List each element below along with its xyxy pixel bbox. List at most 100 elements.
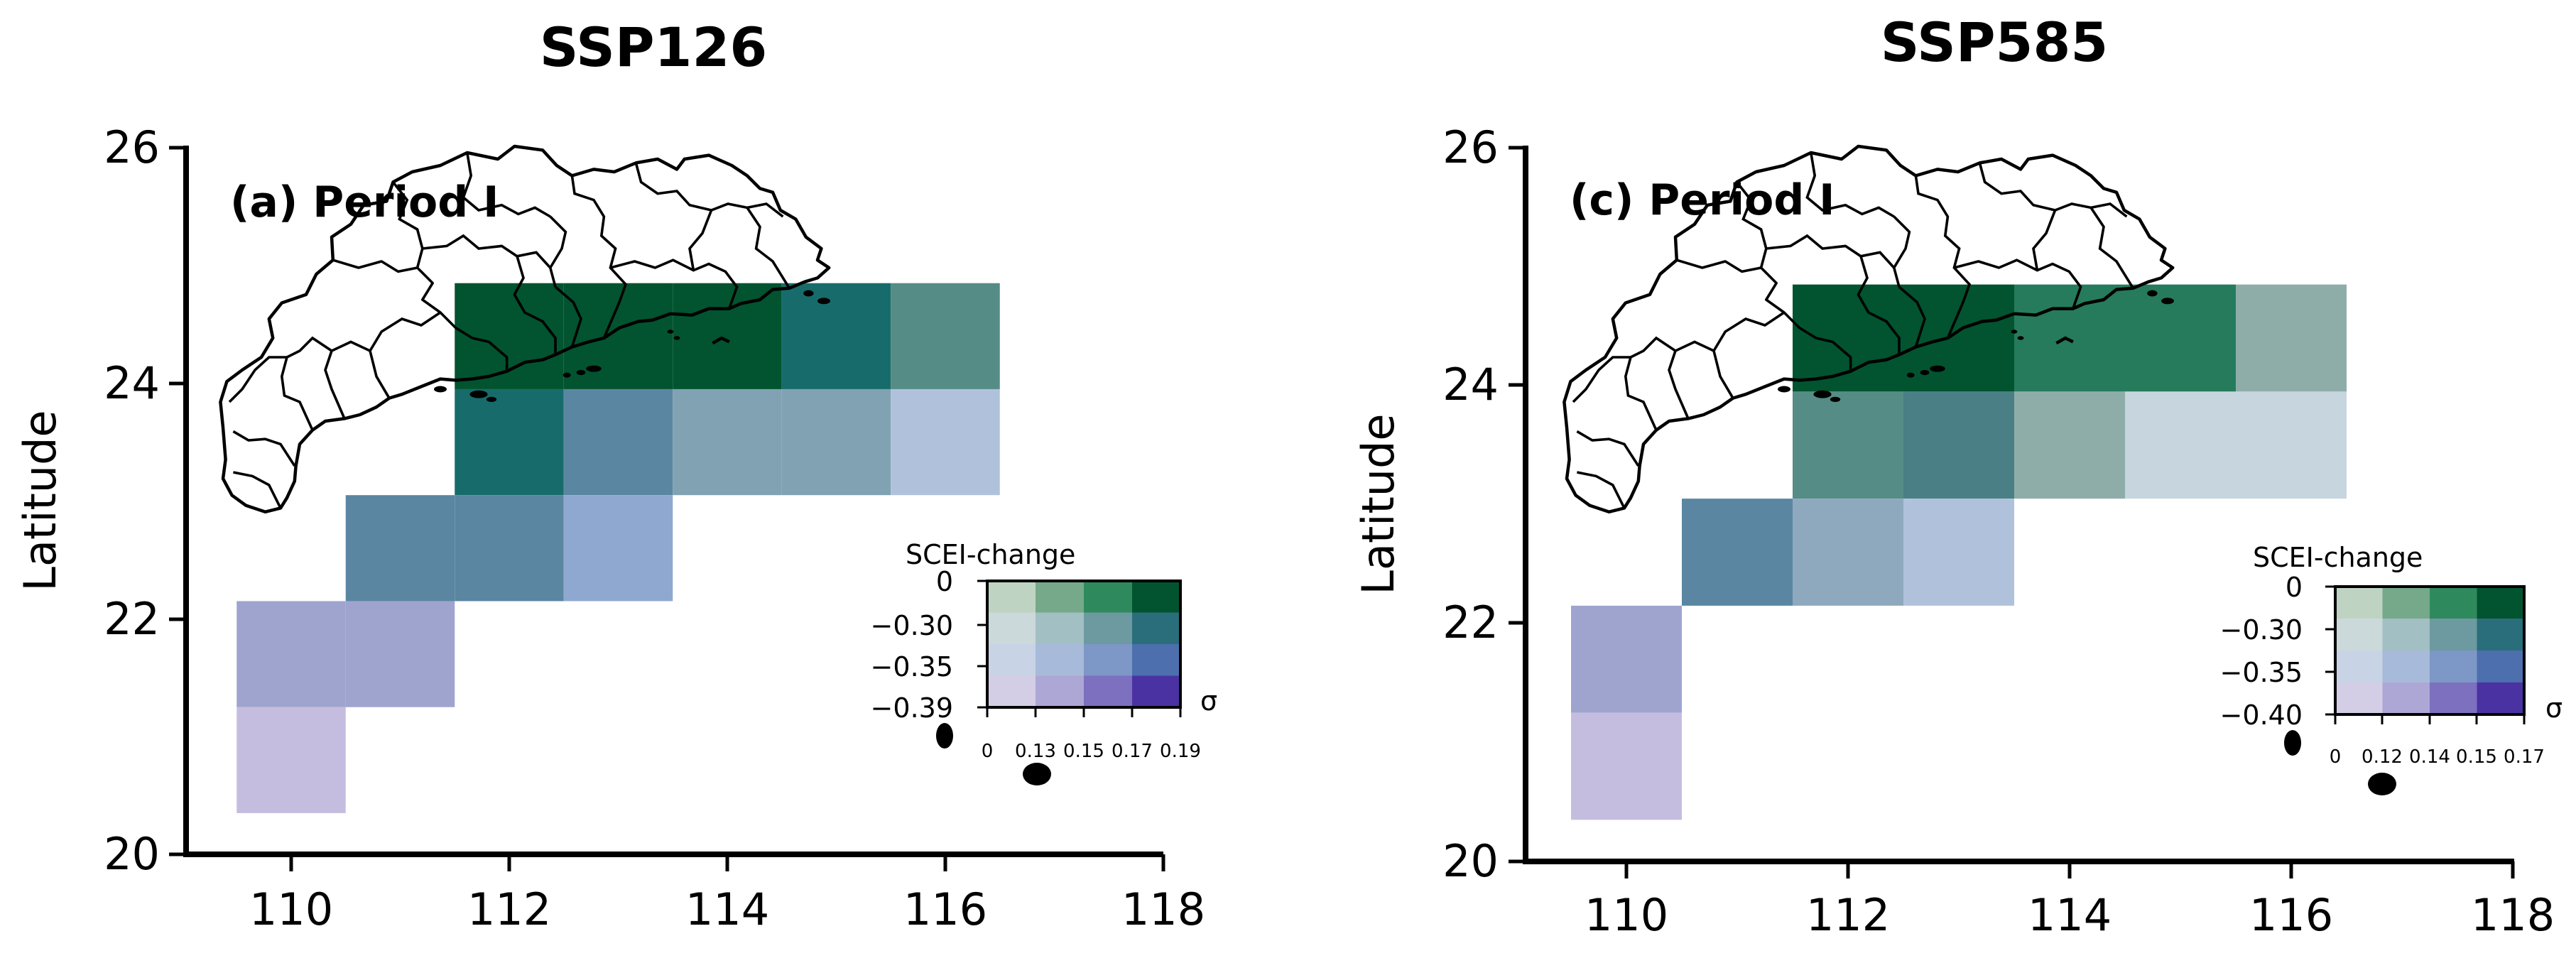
x-tick-label: 116 xyxy=(903,883,987,935)
map-grid-cell xyxy=(891,388,1000,496)
legend-x-label: 0.15 xyxy=(1063,741,1104,762)
legend-sigma-label: σ xyxy=(1200,685,1217,717)
x-tick-label: 118 xyxy=(1121,883,1205,935)
map-grid-cell xyxy=(673,283,782,389)
x-tick-label: 112 xyxy=(1806,889,1890,941)
island-marker xyxy=(1023,763,1051,785)
legend-y-label: −0.30 xyxy=(2220,614,2303,646)
legend-swatch xyxy=(1084,644,1133,676)
map-grid-cell xyxy=(237,707,346,813)
y-tick-label: 24 xyxy=(1442,359,1499,410)
map-grid-cell xyxy=(1571,605,1682,713)
legend-swatch xyxy=(2382,651,2430,683)
map-grid-cell xyxy=(2014,284,2125,392)
legend-y-label: −0.39 xyxy=(871,692,953,724)
legend-swatch xyxy=(2382,619,2430,651)
legend-x-label: 0.19 xyxy=(1160,741,1201,762)
bivariate-legend: SCEI-change 0 −0.30 −0.35 −0.40 0 0. xyxy=(2220,542,2563,768)
legend-swatch xyxy=(987,612,1036,645)
legend-swatch xyxy=(1036,675,1085,708)
x-tick-label: 110 xyxy=(249,883,333,935)
legend-swatch xyxy=(1132,644,1181,676)
map-cells xyxy=(1571,284,2347,820)
y-tick-label: 22 xyxy=(1442,597,1499,648)
map-grid-cell xyxy=(455,388,564,496)
legend-swatch xyxy=(2335,619,2383,651)
y-axis-label: Latitude xyxy=(1352,413,1404,594)
map-grid-cell xyxy=(1793,499,1903,606)
bivariate-legend: SCEI-change 0 −0.30 −0.35 −0.39 0 0. xyxy=(871,539,1218,762)
map-grid-cell xyxy=(2125,284,2236,392)
legend-swatch xyxy=(2477,587,2525,619)
legend-swatch xyxy=(2382,682,2430,715)
legend-swatch xyxy=(1084,675,1133,708)
legend-x-label: 0.12 xyxy=(2362,746,2403,768)
map-grid-cell xyxy=(891,283,1000,389)
map-cells xyxy=(237,283,1000,813)
panel-label: (c) Period I xyxy=(1570,175,1835,225)
legend-swatch xyxy=(2477,619,2525,651)
legend-grid xyxy=(987,581,1181,708)
y-tick-label: 24 xyxy=(104,357,160,409)
map-grid-cell xyxy=(781,388,891,496)
legend-y-label: −0.35 xyxy=(2220,657,2303,688)
legend-sigma-label: σ xyxy=(2545,692,2563,724)
map-grid-cell xyxy=(345,601,455,707)
y-tick-label: 26 xyxy=(104,121,160,173)
map-grid-cell xyxy=(2014,391,2125,499)
legend-swatch xyxy=(2335,682,2383,715)
map-grid-cell xyxy=(1793,391,1903,499)
y-tick-label: 22 xyxy=(104,593,160,645)
legend-swatch xyxy=(987,581,1036,613)
map-grid-cell xyxy=(1793,284,1903,392)
x-ticks: 110 112 114 116 118 xyxy=(1585,861,2555,941)
x-tick-label: 112 xyxy=(467,883,551,935)
legend-title: SCEI-change xyxy=(906,539,1075,570)
legend-swatch xyxy=(1036,581,1085,613)
x-tick-label: 114 xyxy=(685,883,769,935)
legend-swatch xyxy=(1132,675,1181,708)
map-grid-cell xyxy=(1571,712,1682,820)
island-marker xyxy=(2284,730,2301,756)
y-axis-label: Latitude xyxy=(14,410,66,591)
legend-title: SCEI-change xyxy=(2253,542,2423,573)
map-grid-cell xyxy=(2125,391,2236,499)
map-grid-cell xyxy=(781,283,891,389)
legend-swatch xyxy=(2430,651,2477,683)
panel-ssp126: SSP126 (a) Period I 20 22 24 26 110 112 xyxy=(14,16,1217,935)
legend-x-label: 0.17 xyxy=(1112,741,1153,762)
y-tick-label: 26 xyxy=(1442,121,1499,173)
legend-swatch xyxy=(2335,651,2383,683)
map-grid-cell xyxy=(345,495,455,602)
legend-swatch xyxy=(2382,587,2430,619)
legend-y-label: −0.35 xyxy=(871,651,953,682)
panel-ssp585: SSP585 (c) Period I 20 22 24 26 110 112 … xyxy=(1352,11,2563,941)
legend-swatch xyxy=(2430,682,2477,715)
map-grid-cell xyxy=(673,388,782,496)
y-tick-label: 20 xyxy=(104,828,160,880)
x-tick-label: 114 xyxy=(2028,889,2112,941)
map-grid-cell xyxy=(455,495,564,602)
legend-swatch xyxy=(1132,612,1181,645)
legend-swatch xyxy=(2430,619,2477,651)
legend-swatch xyxy=(1084,581,1133,613)
legend-swatch xyxy=(2430,587,2477,619)
map-grid-cell xyxy=(2236,284,2347,392)
y-ticks: 20 22 24 26 xyxy=(104,121,186,880)
map-grid-cell xyxy=(237,601,346,707)
legend-x-label: 0 xyxy=(2330,746,2342,768)
x-tick-label: 110 xyxy=(1585,889,1668,941)
island-marker xyxy=(2368,773,2396,795)
y-ticks: 20 22 24 26 xyxy=(1442,121,1526,887)
map-grid-cell xyxy=(563,495,673,602)
legend-y-label: −0.40 xyxy=(2220,700,2303,731)
legend-swatch xyxy=(987,675,1036,708)
legend-x-ticks: 0 0.13 0.15 0.17 0.19 xyxy=(982,707,1201,762)
legend-x-label: 0.17 xyxy=(2504,746,2545,768)
legend-swatch xyxy=(2335,587,2383,619)
x-tick-label: 116 xyxy=(2249,889,2333,941)
column-title: SSP126 xyxy=(540,16,767,79)
legend-x-label: 0.15 xyxy=(2456,746,2497,768)
map-grid-cell xyxy=(563,388,673,496)
